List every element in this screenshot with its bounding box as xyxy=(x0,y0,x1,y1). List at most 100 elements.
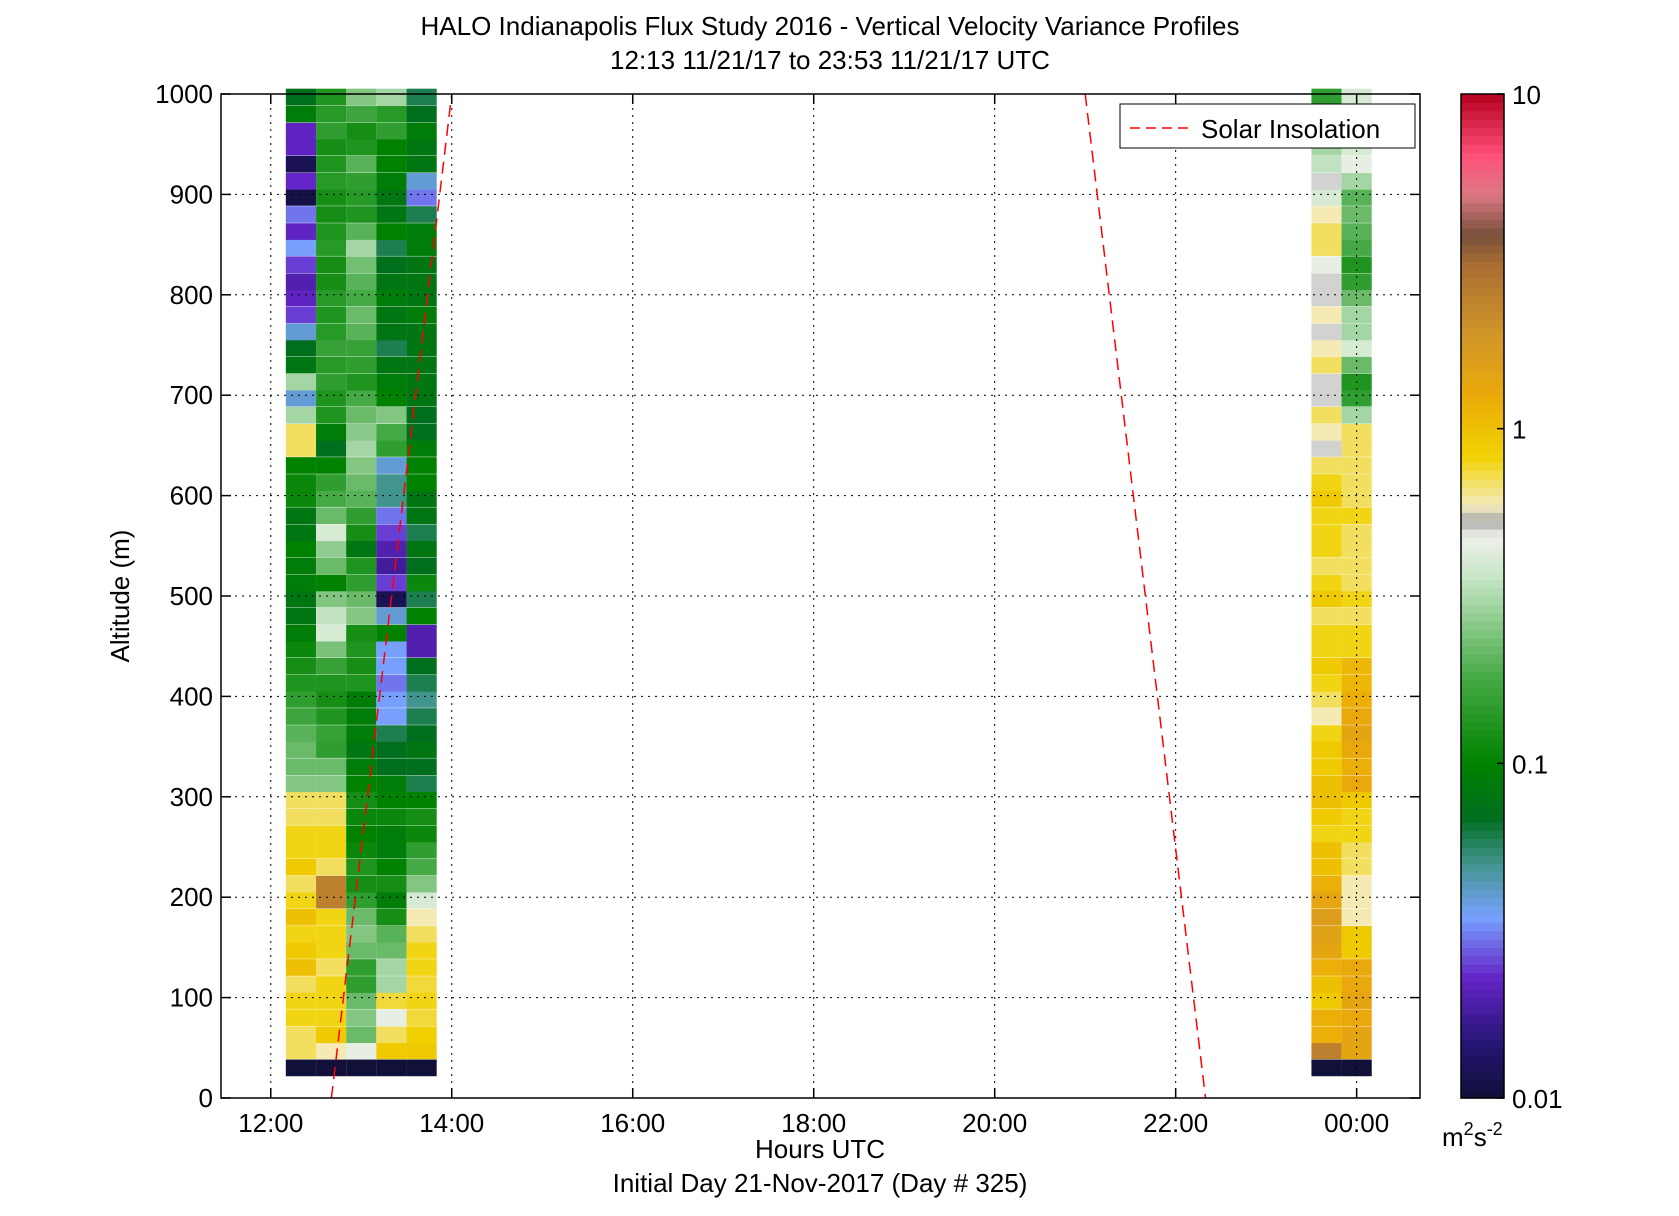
heatmap-cell xyxy=(1341,875,1372,893)
heatmap-cell xyxy=(1311,389,1342,407)
heatmap-cell xyxy=(316,356,347,374)
heatmap-cell xyxy=(285,708,316,725)
heatmap-cell xyxy=(376,323,407,341)
heatmap-cell xyxy=(1311,356,1342,374)
heatmap-cell xyxy=(316,741,347,758)
heatmap-cell xyxy=(406,424,437,441)
heatmap-cell xyxy=(316,574,347,592)
heatmap-cell xyxy=(316,474,347,491)
heatmap-cell xyxy=(406,339,437,357)
heatmap-cell xyxy=(1311,1009,1342,1027)
legend: Solar Insolation xyxy=(1119,103,1416,149)
heatmap-cell xyxy=(316,206,347,223)
heatmap-cell xyxy=(406,389,437,407)
colorbar-segment xyxy=(1461,830,1504,840)
colorbar-segment xyxy=(1461,821,1504,831)
heatmap-cell xyxy=(406,590,437,608)
heatmap-cell xyxy=(376,540,407,558)
heatmap-cell xyxy=(346,122,377,140)
heatmap-cell xyxy=(376,992,407,1009)
heatmap-cell xyxy=(346,289,377,307)
heatmap-cell xyxy=(376,607,407,625)
heatmap-cell xyxy=(285,942,316,959)
heatmap-cell xyxy=(1311,590,1342,608)
heatmap-cell xyxy=(376,474,407,491)
colorbar-segment xyxy=(1461,913,1504,923)
colorbar-segment xyxy=(1461,328,1504,338)
heatmap-cell xyxy=(316,775,347,793)
heatmap-cell xyxy=(1341,640,1372,658)
heatmap-cell xyxy=(316,841,347,859)
heatmap-cell xyxy=(346,540,377,558)
heatmap-cell xyxy=(376,206,407,223)
colorbar-segment xyxy=(1461,503,1504,513)
colorbar-segment xyxy=(1461,596,1504,605)
y-tick-label: 500 xyxy=(170,581,213,611)
heatmap-cell xyxy=(346,373,377,391)
heatmap-cell xyxy=(285,1059,316,1077)
heatmap-cell xyxy=(376,1026,407,1044)
heatmap-cell xyxy=(1311,507,1342,525)
y-tick-label: 100 xyxy=(170,983,213,1013)
heatmap-cell xyxy=(406,540,437,558)
heatmap-cell xyxy=(285,507,316,525)
x-tick-label: 14:00 xyxy=(419,1108,484,1138)
heatmap-cell xyxy=(406,758,437,776)
heatmap-cell xyxy=(376,105,407,123)
heatmap-cell xyxy=(346,440,377,457)
heatmap-cell xyxy=(316,891,347,909)
heatmap-cell xyxy=(1341,992,1372,1009)
heatmap-cell xyxy=(1341,339,1372,357)
heatmap-cell xyxy=(1341,959,1372,976)
heatmap-cell xyxy=(1311,657,1342,675)
y-tick-label: 400 xyxy=(170,681,213,711)
heatmap-cell xyxy=(406,808,437,826)
heatmap-cell xyxy=(285,926,316,943)
y-tick-label: 200 xyxy=(170,882,213,912)
heatmap-cell xyxy=(285,607,316,625)
heatmap-cell xyxy=(316,1059,347,1077)
heatmap-cell xyxy=(1341,574,1372,592)
heatmap-cell xyxy=(285,808,316,826)
colorbar: 0.01 0.1 1 10 m2s-2 xyxy=(1442,80,1563,1152)
heatmap-cell xyxy=(376,624,407,642)
heatmap-cell xyxy=(1341,239,1372,256)
heatmap-cell xyxy=(285,858,316,876)
heatmap-cell xyxy=(376,490,407,507)
heatmap-cell xyxy=(316,976,347,993)
heatmap-cell xyxy=(316,1009,347,1027)
heatmap-cell xyxy=(376,942,407,959)
heatmap-cell xyxy=(376,356,407,374)
heatmap-cell xyxy=(1341,273,1372,291)
heatmap-cell xyxy=(406,524,437,542)
heatmap-cell xyxy=(406,490,437,507)
colorbar-segment xyxy=(1461,127,1504,137)
heatmap-cell xyxy=(1341,356,1372,374)
heatmap-cell xyxy=(406,942,437,959)
heatmap-cell xyxy=(285,557,316,575)
colorbar-segment xyxy=(1461,395,1504,405)
heatmap-cell xyxy=(1311,306,1342,324)
colorbar-segment xyxy=(1461,763,1504,773)
heatmap-cell xyxy=(346,758,377,776)
colorbar-segment xyxy=(1461,94,1504,103)
heatmap-cell xyxy=(1311,791,1342,809)
heatmap-cell xyxy=(376,507,407,525)
heatmap-cell xyxy=(346,524,377,542)
heatmap-cell xyxy=(316,557,347,575)
heatmap-cell xyxy=(406,373,437,391)
colorbar-segment xyxy=(1461,437,1504,446)
colorbar-segment xyxy=(1461,621,1504,631)
heatmap-cell xyxy=(406,640,437,658)
heatmap-cell xyxy=(316,708,347,725)
colorbar-segment xyxy=(1461,721,1504,731)
chart-title: HALO Indianapolis Flux Study 2016 - Vert… xyxy=(421,11,1240,41)
colorbar-segment xyxy=(1461,796,1504,806)
colorbar-segment xyxy=(1461,713,1504,723)
heatmap-cell xyxy=(285,1042,316,1060)
heatmap-cell xyxy=(376,725,407,742)
heatmap-cell xyxy=(316,725,347,742)
heatmap-cell xyxy=(1311,942,1342,959)
heatmap-cell xyxy=(1341,791,1372,809)
heatmap-cell xyxy=(1311,173,1342,190)
